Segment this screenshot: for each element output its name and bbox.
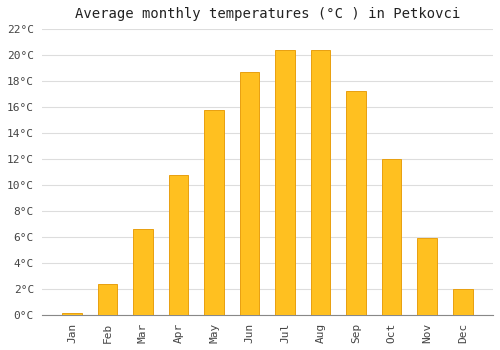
Bar (62, 313, 82, 315)
Bar (98, 284, 117, 315)
Bar (311, 50, 330, 315)
Bar (453, 289, 472, 315)
Bar (204, 110, 224, 315)
Bar (382, 159, 402, 315)
Bar (240, 72, 260, 315)
Bar (418, 238, 437, 315)
Bar (346, 91, 366, 315)
Title: Average monthly temperatures (°C ) in Petkovci: Average monthly temperatures (°C ) in Pe… (74, 7, 460, 21)
Bar (133, 229, 152, 315)
Bar (276, 50, 295, 315)
Bar (168, 175, 188, 315)
